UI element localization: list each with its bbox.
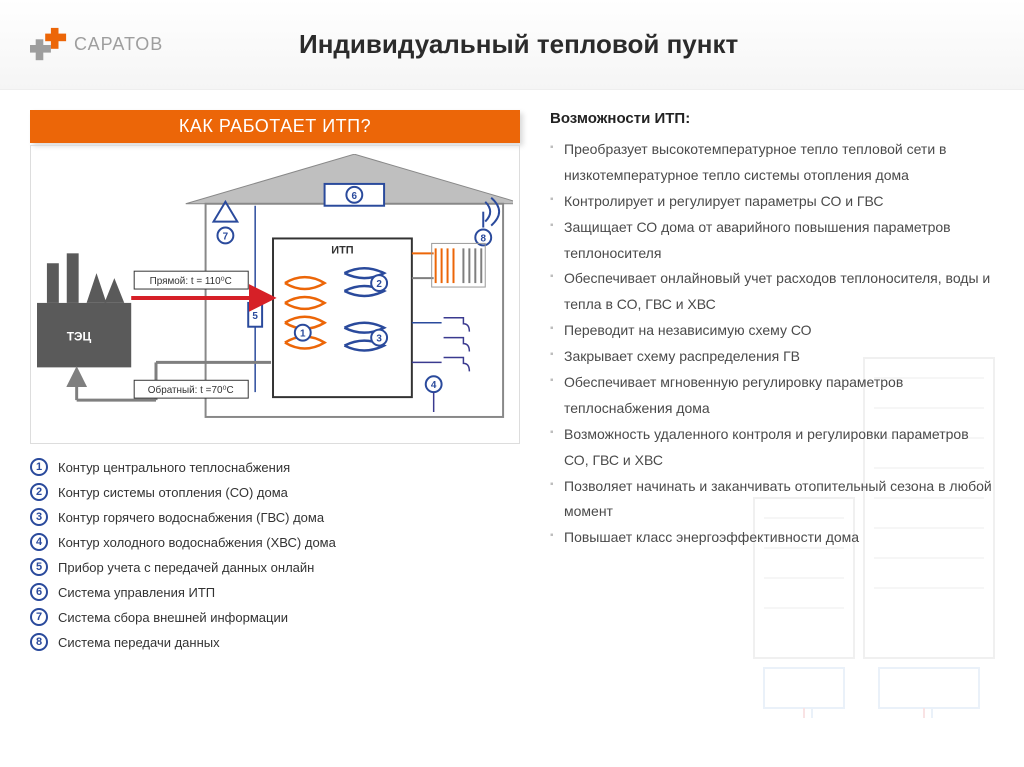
legend-text: Система передачи данных: [58, 635, 220, 650]
legend-text: Контур центрального теплоснабжения: [58, 460, 290, 475]
legend-item: 6 Система управления ИТП: [30, 583, 520, 601]
capability-item: Обеспечивает онлайновый учет расходов те…: [550, 266, 994, 318]
legend-item: 5 Прибор учета с передачей данных онлайн: [30, 558, 520, 576]
diagram: 6 7 8 ИТП 5: [30, 145, 520, 444]
logo-mark-icon: [30, 26, 68, 64]
capability-item: Позволяет начинать и заканчивать отопите…: [550, 474, 994, 526]
legend-badge: 6: [30, 583, 48, 601]
brand-name: САРАТОВ: [74, 34, 163, 55]
itp-label: ИТП: [331, 244, 353, 256]
capability-item: Защищает СО дома от аварийного повышения…: [550, 215, 994, 267]
legend-text: Система сбора внешней информации: [58, 610, 288, 625]
capability-item: Преобразует высокотемпературное тепло те…: [550, 137, 994, 189]
capability-item: Обеспечивает мгновенную регулировку пара…: [550, 370, 994, 422]
svg-text:3: 3: [376, 334, 382, 345]
capability-item: Возможность удаленного контроля и регули…: [550, 422, 994, 474]
legend-text: Контур холодного водоснабжения (ХВС) дом…: [58, 535, 336, 550]
left-column: КАК РАБОТАЕТ ИТП? 6 7 8: [30, 110, 520, 658]
capability-item: Контролирует и регулирует параметры СО и…: [550, 189, 994, 215]
plant-icon: ТЭЦ: [37, 253, 131, 367]
legend-badge: 3: [30, 508, 48, 526]
svg-text:1: 1: [300, 329, 306, 340]
forward-label: Прямой: t = 110⁰С: [150, 276, 232, 287]
page-header: САРАТОВ Индивидуальный тепловой пункт: [0, 0, 1024, 90]
brand-logo: САРАТОВ: [30, 26, 163, 64]
legend-item: 3 Контур горячего водоснабжения (ГВС) дом…: [30, 508, 520, 526]
svg-text:4: 4: [431, 380, 437, 391]
legend-badge: 7: [30, 608, 48, 626]
svg-text:ТЭЦ: ТЭЦ: [67, 330, 92, 344]
legend-text: Контур системы отопления (СО) дома: [58, 485, 288, 500]
legend-text: Система управления ИТП: [58, 585, 215, 600]
capabilities-title: Возможности ИТП:: [550, 110, 994, 127]
legend-item: 8 Система передачи данных: [30, 633, 520, 651]
radiator-icon: [412, 243, 485, 287]
svg-text:5: 5: [252, 311, 258, 322]
legend-item: 4 Контур холодного водоснабжения (ХВС) до…: [30, 533, 520, 551]
capability-item: Закрывает схему распределения ГВ: [550, 344, 994, 370]
tap-icon: [444, 318, 470, 372]
capability-item: Повышает класс энергоэффективности дома: [550, 525, 994, 551]
svg-text:7: 7: [223, 231, 229, 242]
legend-list: 1 Контур центрального теплоснабжения 2 Кон…: [30, 458, 520, 651]
legend-badge: 1: [30, 458, 48, 476]
legend-item: 7 Система сбора внешней информации: [30, 608, 520, 626]
capability-item: Переводит на независимую схему СО: [550, 318, 994, 344]
svg-text:2: 2: [376, 279, 382, 290]
legend-badge: 8: [30, 633, 48, 651]
legend-text: Контур горячего водоснабжения (ГВС) дома: [58, 510, 324, 525]
capabilities-list: Преобразует высокотемпературное тепло те…: [550, 137, 994, 551]
svg-text:6: 6: [352, 191, 358, 202]
legend-badge: 2: [30, 483, 48, 501]
legend-item: 1 Контур центрального теплоснабжения: [30, 458, 520, 476]
legend-text: Прибор учета с передачей данных онлайн: [58, 560, 314, 575]
legend-badge: 5: [30, 558, 48, 576]
right-column: Возможности ИТП: Преобразует высокотемпе…: [550, 110, 994, 658]
legend-badge: 4: [30, 533, 48, 551]
return-label: Обратный: t =70⁰С: [148, 385, 234, 396]
page-title: Индивидуальный тепловой пункт: [163, 29, 994, 60]
section-banner: КАК РАБОТАЕТ ИТП?: [30, 110, 520, 143]
svg-text:8: 8: [480, 233, 486, 244]
content-area: КАК РАБОТАЕТ ИТП? 6 7 8: [0, 90, 1024, 668]
legend-item: 2 Контур системы отопления (СО) дома: [30, 483, 520, 501]
